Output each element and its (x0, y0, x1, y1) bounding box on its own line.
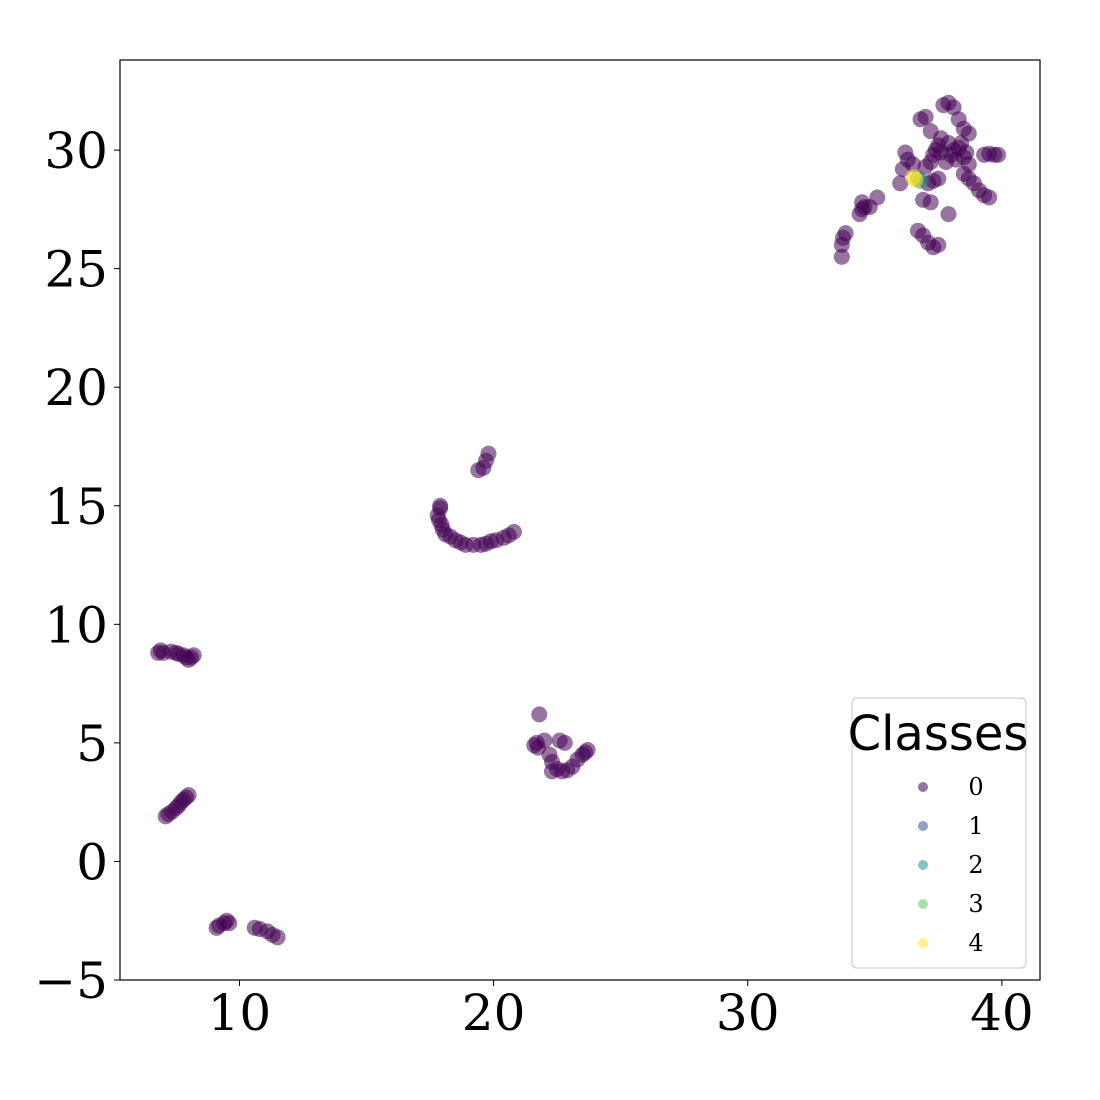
legend-label: 3 (968, 890, 983, 918)
x-tick-label: 30 (716, 984, 780, 1042)
data-point-class-0 (990, 146, 1007, 163)
data-point-class-0 (892, 175, 909, 192)
x-tick-label: 10 (208, 984, 272, 1042)
legend-items: 0 1 2 3 4 (918, 773, 984, 957)
data-point-class-0 (505, 523, 522, 540)
data-point-class-0 (185, 647, 202, 664)
data-point-class-0 (180, 787, 197, 804)
legend-marker (918, 938, 928, 948)
legend-title: Classes (848, 706, 1029, 762)
y-tick-label: 15 (44, 478, 108, 536)
y-tick-label: 0 (76, 833, 108, 891)
legend: Classes 0 1 2 3 4 (848, 697, 1029, 969)
x-tick-label: 40 (970, 984, 1034, 1042)
y-tick-label: 30 (44, 122, 108, 180)
data-point-class-0 (833, 248, 850, 265)
legend-label: 4 (968, 929, 983, 957)
legend-label: 1 (968, 812, 983, 840)
data-point-class-0 (930, 170, 947, 187)
data-point-class-0 (930, 236, 947, 253)
y-tick-label: −5 (34, 952, 108, 1010)
data-point-class-0 (854, 194, 871, 211)
data-point-class-0 (960, 125, 977, 142)
x-axis: 10 20 30 40 (208, 980, 1034, 1042)
data-point-class-0 (269, 929, 286, 946)
legend-marker (918, 899, 928, 909)
y-axis: −5 0 5 10 15 20 25 30 (34, 122, 120, 1010)
data-point-class-0 (432, 497, 449, 514)
data-point-class-0 (925, 146, 942, 163)
data-point-class-0 (837, 225, 854, 242)
points-layer (150, 94, 1007, 946)
data-point-class-0 (904, 156, 921, 173)
y-tick-label: 10 (44, 596, 108, 654)
legend-label: 2 (968, 851, 983, 879)
data-point-class-0 (221, 915, 238, 932)
data-point-class-0 (917, 158, 934, 175)
data-point-class-0 (579, 742, 596, 758)
data-point-class-0 (981, 189, 998, 206)
data-point-class-0 (940, 206, 957, 223)
y-tick-label: 20 (44, 359, 108, 417)
x-tick-label: 20 (462, 984, 526, 1042)
legend-marker (918, 821, 928, 831)
data-point-class-4 (907, 171, 924, 188)
data-point-class-0 (922, 194, 939, 211)
data-point-class-0 (556, 734, 573, 751)
data-point-class-0 (531, 706, 548, 723)
legend-marker (918, 782, 928, 792)
y-tick-label: 5 (76, 715, 108, 773)
data-point-class-0 (897, 144, 914, 161)
data-point-class-0 (544, 763, 560, 780)
legend-box (851, 697, 1027, 969)
data-point-class-0 (869, 189, 886, 206)
data-point-class-0 (940, 135, 957, 151)
data-point-class-0 (480, 445, 497, 462)
data-point-class-0 (536, 732, 553, 749)
data-point-class-0 (917, 108, 934, 125)
y-tick-label: 25 (44, 241, 108, 299)
legend-marker (918, 860, 928, 870)
legend-label: 0 (968, 773, 983, 801)
